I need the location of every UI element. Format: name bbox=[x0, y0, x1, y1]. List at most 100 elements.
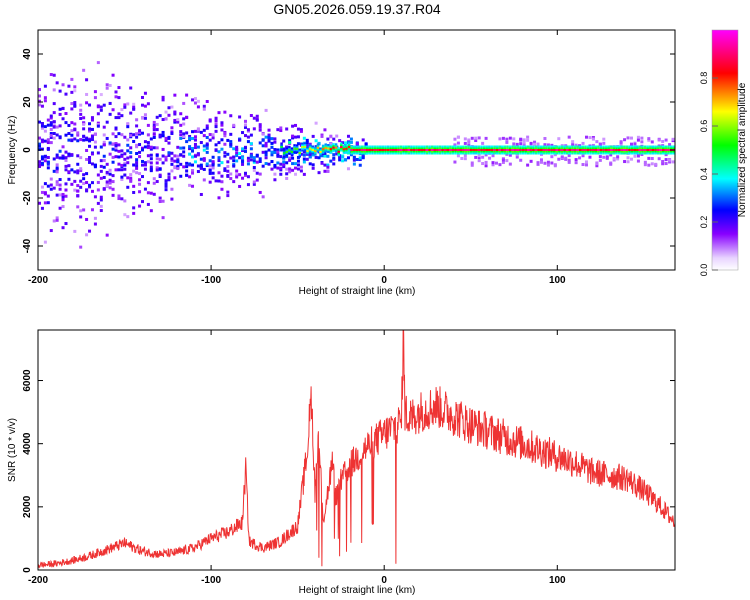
heat-cell bbox=[126, 215, 130, 219]
heat-cell bbox=[73, 103, 77, 107]
heat-cell bbox=[179, 112, 183, 116]
heat-cell bbox=[543, 143, 547, 147]
heat-cell bbox=[138, 155, 142, 159]
carrier-core bbox=[521, 149, 525, 151]
heat-cell bbox=[52, 111, 56, 115]
heat-cell bbox=[79, 245, 83, 249]
carrier-core bbox=[438, 149, 442, 151]
heat-cell bbox=[108, 152, 112, 156]
carrier-core bbox=[563, 149, 566, 151]
x-tick-label: 100 bbox=[549, 275, 566, 286]
heat-cell bbox=[191, 98, 195, 102]
heat-cell bbox=[129, 86, 133, 90]
x-tick-label: 0 bbox=[381, 275, 387, 286]
heat-cell bbox=[58, 187, 62, 191]
heat-cell bbox=[40, 161, 44, 165]
heat-cell bbox=[140, 116, 144, 120]
heat-cell bbox=[90, 116, 94, 120]
heat-cell bbox=[55, 193, 59, 197]
heat-cell bbox=[317, 156, 321, 160]
heat-cell bbox=[182, 154, 186, 158]
heat-cell bbox=[161, 98, 165, 102]
heat-cell bbox=[105, 83, 109, 87]
heat-cell bbox=[82, 116, 86, 120]
heat-cell bbox=[456, 135, 460, 139]
heat-cell bbox=[208, 168, 212, 172]
heat-cell bbox=[291, 168, 295, 172]
carrier-core bbox=[550, 149, 553, 151]
heat-cell bbox=[258, 172, 262, 176]
carrier-core bbox=[319, 150, 322, 153]
heat-cell bbox=[73, 179, 77, 183]
heat-cell bbox=[602, 155, 606, 159]
heat-cell bbox=[188, 147, 192, 151]
carrier-core bbox=[293, 147, 296, 150]
heat-cell bbox=[467, 138, 471, 142]
heat-cell bbox=[64, 188, 68, 192]
heat-cell bbox=[249, 114, 253, 118]
heat-cell bbox=[173, 93, 177, 97]
carrier-core bbox=[667, 149, 670, 151]
heat-cell bbox=[205, 99, 209, 103]
heat-cell bbox=[170, 132, 174, 136]
heat-cell bbox=[223, 142, 227, 146]
heat-cell bbox=[355, 157, 359, 161]
heat-cell bbox=[282, 165, 286, 169]
heat-cell bbox=[123, 157, 127, 161]
heat-cell bbox=[264, 153, 268, 157]
heat-cell bbox=[85, 138, 89, 142]
heat-cell bbox=[249, 147, 253, 151]
heat-cell bbox=[152, 135, 156, 139]
heat-cell bbox=[46, 184, 50, 188]
spectrogram-ylabel: Frequency (Hz) bbox=[7, 116, 18, 185]
heat-cell bbox=[135, 152, 139, 156]
heat-cell bbox=[484, 164, 488, 168]
heat-cell bbox=[664, 162, 668, 166]
heat-cell bbox=[88, 127, 92, 131]
heat-cell bbox=[49, 135, 53, 139]
carrier-core bbox=[389, 149, 392, 151]
heat-cell bbox=[491, 154, 495, 158]
heat-cell bbox=[90, 138, 94, 142]
heat-cell bbox=[135, 166, 139, 170]
heat-cell bbox=[67, 123, 71, 127]
heat-cell bbox=[326, 154, 330, 158]
heat-cell bbox=[158, 157, 162, 161]
heat-cell bbox=[126, 161, 130, 165]
heat-cell bbox=[571, 140, 575, 144]
carrier-core bbox=[412, 149, 416, 151]
heat-cell bbox=[88, 158, 92, 162]
heat-cell bbox=[296, 163, 300, 167]
snr-ylabel: SNR (10 * v/v) bbox=[7, 418, 18, 482]
heat-cell bbox=[52, 120, 56, 124]
carrier-core bbox=[480, 149, 483, 151]
heat-cell bbox=[584, 135, 588, 139]
heat-cell bbox=[149, 137, 153, 141]
heat-cell bbox=[164, 136, 168, 140]
heat-cell bbox=[49, 134, 53, 138]
heat-cell bbox=[629, 157, 633, 161]
heat-cell bbox=[67, 138, 71, 142]
heat-cell bbox=[341, 147, 345, 151]
heat-cell bbox=[108, 168, 112, 172]
heat-cell bbox=[550, 143, 554, 147]
carrier-core bbox=[594, 149, 598, 151]
heat-cell bbox=[179, 133, 183, 137]
heat-cell bbox=[96, 61, 100, 65]
heat-cell bbox=[102, 103, 106, 107]
heat-cell bbox=[79, 169, 83, 173]
heat-cell bbox=[167, 172, 171, 176]
heat-cell bbox=[460, 157, 464, 161]
heat-cell bbox=[220, 138, 224, 142]
heat-cell bbox=[241, 147, 245, 151]
heat-cell bbox=[344, 158, 348, 162]
heat-cell bbox=[170, 187, 174, 191]
heat-cell bbox=[332, 153, 336, 157]
heat-cell bbox=[152, 123, 156, 127]
heat-cell bbox=[344, 141, 348, 145]
heat-cell bbox=[46, 118, 50, 122]
carrier-core bbox=[384, 149, 387, 151]
heat-cell bbox=[161, 95, 165, 99]
heat-cell bbox=[519, 158, 523, 162]
